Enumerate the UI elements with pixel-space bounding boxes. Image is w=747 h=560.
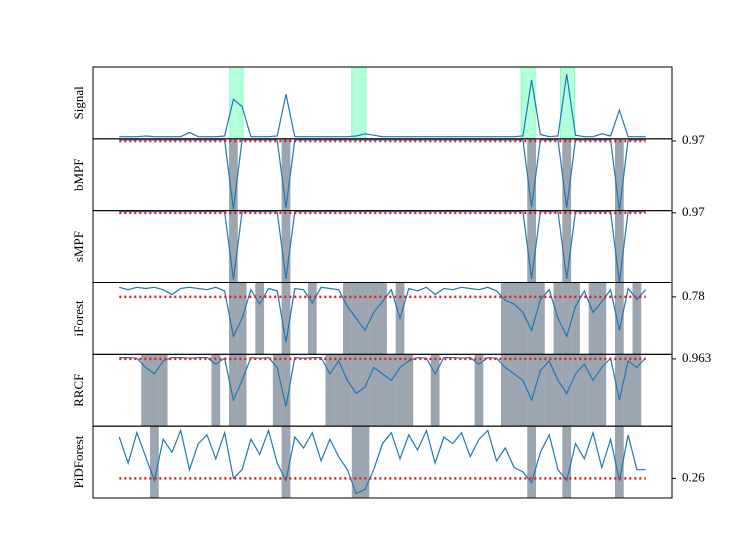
series-line [118,428,646,495]
y-axis-label: iForest [71,300,86,337]
anomaly-span [150,426,159,498]
anomaly-span [369,282,379,355]
y-axis-label: bMPF [71,158,86,191]
highlight-span [229,66,244,140]
anomaly-span [351,354,361,427]
anomaly-span [325,354,335,427]
anomaly-span [395,354,405,427]
anomaly-span [228,138,238,211]
anomaly-span [351,426,361,498]
anomaly-span [509,282,519,355]
anomaly-span [597,354,607,427]
y-tick-label: 0.97 [682,204,705,219]
anomaly-span [211,354,221,427]
anomaly-span [527,282,537,355]
panel-frame [92,425,673,499]
anomaly-span [500,354,510,427]
anomaly-span [562,282,572,355]
anomaly-span [536,354,545,427]
anomaly-span [562,138,572,211]
anomaly-span [527,426,537,498]
series-line [119,139,646,211]
anomaly-span [571,282,580,355]
anomaly-span [571,354,580,427]
anomaly-span [334,354,344,427]
anomaly-span [597,282,607,355]
y-tick-label: 0.78 [682,288,705,303]
highlight-span [351,66,367,140]
anomaly-span [518,282,528,355]
anomaly-span [588,282,598,355]
y-axis-label: PiDForest [71,435,86,488]
anomaly-span [281,426,291,498]
anomaly-span [614,138,624,211]
y-tick-label: 0.97 [682,132,705,147]
anomaly-span [614,210,624,283]
anomaly-span [614,354,624,427]
anomaly-span [527,354,537,427]
anomaly-span [562,210,572,283]
anomaly-span [404,354,414,427]
series-line [119,286,647,343]
anomaly-span [228,354,238,427]
anomaly-span [623,354,633,427]
anomaly-span [562,426,572,498]
series-line [119,74,646,138]
anomaly-span [158,354,168,427]
anomaly-span [228,210,238,283]
y-axis-label: RRCF [71,374,86,407]
anomaly-span [553,354,563,427]
anomaly-span [500,282,510,355]
panel-frame [92,210,673,283]
series-line [119,356,647,407]
anomaly-span [386,354,396,427]
anomaly-span [343,354,352,427]
y-axis-label: sMPF [71,231,86,262]
anomaly-span [430,354,440,427]
anomaly-span [527,138,537,211]
anomaly-span [378,354,387,427]
anomaly-span [536,282,545,355]
panel-frame [92,138,673,212]
anomaly-span [281,354,291,427]
anomaly-span [343,282,352,355]
anomaly-span [509,354,519,427]
panel-frame [92,66,673,140]
anomaly-span [632,354,642,427]
anomaly-span [614,282,624,355]
anomaly-span [360,282,370,355]
anomaly-span [307,282,317,355]
anomaly-span [518,354,528,427]
anomaly-span [369,354,379,427]
y-tick-label: 0.963 [682,350,711,365]
anomaly-span [562,354,572,427]
anomaly-span [272,354,282,427]
anomaly-span [141,354,151,427]
anomaly-span [360,354,370,427]
anomaly-span [255,282,265,355]
anomaly-span [237,354,247,427]
anomaly-span [378,282,387,355]
y-tick-label: 0.26 [682,469,705,484]
anomaly-span [281,210,291,283]
y-axis-label: Signal [71,86,86,120]
anomaly-span [632,282,642,355]
anomaly-span [228,282,238,355]
anomaly-span [281,282,291,355]
anomaly-span [544,354,554,427]
anomaly-span [614,426,624,498]
anomaly-span [150,354,159,427]
series-line [119,211,646,283]
anomaly-span [281,138,291,211]
anomaly-span [527,210,537,283]
anomaly-span [579,354,589,427]
anomaly-span [360,426,370,498]
anomaly-span [474,354,484,427]
anomaly-span [588,354,598,427]
